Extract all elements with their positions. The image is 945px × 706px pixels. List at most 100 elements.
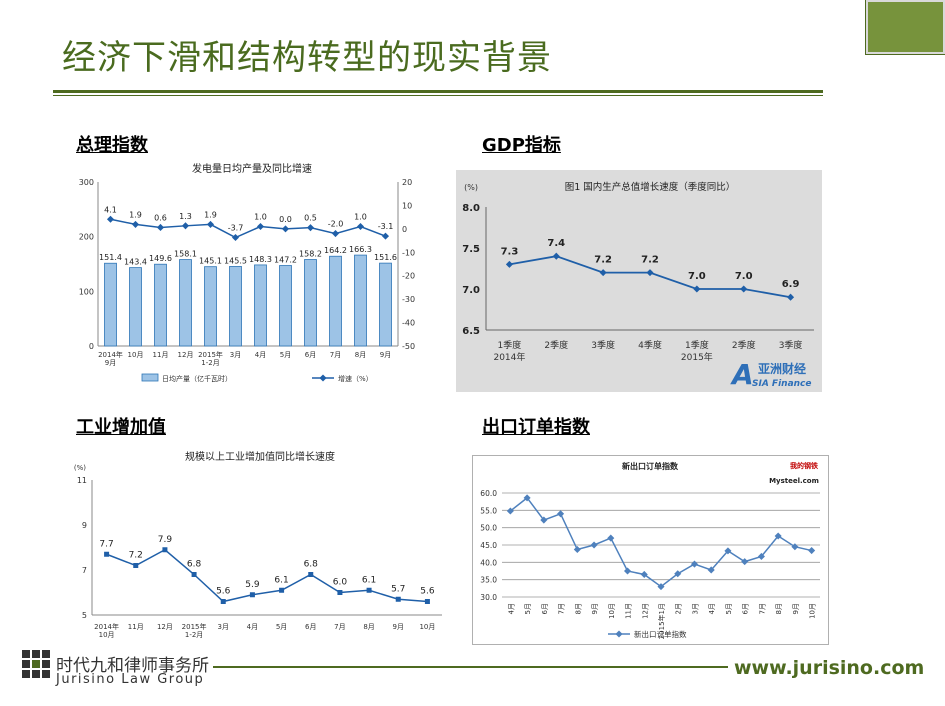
bar: [254, 264, 267, 347]
line-point: [220, 599, 226, 604]
y-tick-label: 9: [82, 521, 87, 530]
section-title-pmi: 总理指数: [76, 135, 148, 156]
bar-data-label: 151.6: [374, 253, 397, 262]
line-point: [740, 285, 748, 293]
y-tick-label: 50.0: [480, 524, 497, 533]
y-tick-label: 40.0: [480, 558, 497, 567]
data-label: 7.2: [594, 255, 612, 266]
y-tick-label-right: -30: [402, 295, 415, 304]
legend-label: 增速（%）: [338, 374, 373, 383]
y-tick-label: 55.0: [480, 506, 497, 515]
x-tick-label: 5月: [725, 603, 733, 614]
chart-title: 规模以上工业增加值同比增长速度: [185, 450, 335, 463]
data-label: 5.7: [391, 584, 405, 594]
line-point: [381, 232, 390, 240]
y-tick-label: 7.5: [462, 244, 480, 255]
x-tick-label: 3月: [230, 351, 241, 359]
line-data-label: -2.0: [328, 220, 344, 229]
firm-logo-icon: [22, 650, 50, 678]
y-tick-label: 30.0: [480, 593, 497, 602]
line-point: [256, 222, 265, 231]
x-tick-label: 9月: [792, 603, 800, 614]
x-tick-label: 2014年 10月: [94, 622, 119, 639]
x-tick-label: 2015年1月: [657, 603, 666, 639]
line-point: [366, 587, 372, 593]
x-tick-label: 4月: [507, 603, 515, 614]
y-tick-label: 60.0: [480, 489, 497, 498]
footer-rule: [213, 666, 728, 668]
bar: [154, 263, 167, 347]
line-point: [281, 225, 290, 233]
line-point: [231, 233, 240, 242]
line-data-label: 0.5: [304, 214, 317, 223]
x-tick-label: 2015年 1-2月: [182, 622, 207, 639]
line-point: [133, 563, 139, 568]
line-data-label: -3.1: [378, 222, 394, 231]
section-title-gdp: GDP指标: [482, 135, 561, 156]
x-tick-label: 3季度: [779, 339, 803, 351]
y-tick-label-right: -40: [402, 319, 415, 328]
bar: [104, 262, 117, 347]
bar: [204, 266, 217, 347]
footer-url-link[interactable]: www.jurisino.com: [734, 657, 925, 679]
corner-decoration: [865, 0, 945, 55]
bar-data-label: 145.1: [199, 257, 222, 266]
line-point: [249, 592, 255, 598]
x-tick-label: 9月: [591, 603, 599, 614]
line-point: [308, 572, 314, 577]
x-tick-label: 7月: [330, 351, 341, 359]
x-tick-label: 2季度: [544, 339, 568, 351]
x-tick-label: 5月: [276, 623, 287, 631]
x-tick-label: 12月: [178, 351, 194, 359]
chart-industrial-value: (%) 规模以上工业增加值同比增长速度 11 9 7 5 7.7 2014年 10月 7.2 11月…: [72, 445, 447, 642]
bar-data-label: 158.1: [174, 250, 197, 259]
line-point: [206, 220, 215, 228]
x-tick-label: 6月: [742, 603, 750, 614]
y-tick-label-right: 10: [402, 201, 412, 210]
title-rule-thin: [53, 95, 823, 96]
line-point: [181, 222, 190, 230]
x-tick-label: 7月: [334, 623, 345, 631]
y-tick-label: 7.0: [462, 285, 480, 296]
x-tick-label: 9月: [380, 351, 391, 359]
line-data-label: 1.3: [179, 212, 192, 221]
x-tick-label: 4月: [255, 351, 266, 359]
line-point: [741, 558, 749, 566]
x-tick-label: 6月: [305, 351, 316, 359]
y-axis-unit: (%): [74, 464, 86, 472]
x-tick-label: 11月: [128, 623, 144, 631]
data-label: 7.2: [641, 255, 659, 266]
y-tick-label-right: 0: [402, 225, 407, 234]
section-title-industry: 工业增加值: [76, 417, 166, 438]
x-tick-label: 12月: [157, 623, 173, 631]
bar: [354, 254, 367, 347]
section-title-export: 出口订单指数: [482, 417, 590, 438]
watermark-text: Mysteel.com: [769, 477, 819, 485]
y-tick-label-left: 300: [79, 178, 94, 187]
watermark-text: 亚洲财经: [758, 361, 806, 376]
x-tick-label: 10月: [809, 603, 817, 619]
x-tick-label: 10月: [608, 603, 616, 619]
y-tick-label-right: -20: [402, 272, 415, 281]
watermark-subtext: SIA Finance: [752, 379, 812, 389]
line-point: [395, 596, 401, 602]
bar: [179, 259, 192, 347]
data-label: 6.8: [304, 560, 319, 570]
watermark-logo-icon: 我的钢铁: [790, 461, 818, 470]
data-label: 7.0: [688, 271, 706, 282]
x-tick-label: 6月: [541, 603, 549, 614]
chart-background: [456, 170, 822, 392]
chart-svg: 新出口订单指数 我的钢铁 Mysteel.com 60.0 55.0 50.0 45.0 40…: [472, 455, 829, 645]
x-tick-label: 4月: [247, 623, 258, 631]
line-point: [424, 599, 430, 604]
data-label: 6.9: [782, 279, 800, 290]
x-tick-label: 11月: [153, 351, 169, 359]
data-label: 7.3: [501, 246, 519, 257]
line-point: [356, 222, 365, 231]
bar-data-label: 164.2: [324, 246, 347, 255]
line-data-label: 1.0: [354, 213, 367, 222]
line-point: [131, 220, 140, 228]
chart-export-orders: 新出口订单指数 我的钢铁 Mysteel.com 60.0 55.0 50.0 45.0 40…: [472, 455, 829, 645]
y-tick-label: 35.0: [480, 576, 497, 585]
line-point: [156, 223, 165, 231]
